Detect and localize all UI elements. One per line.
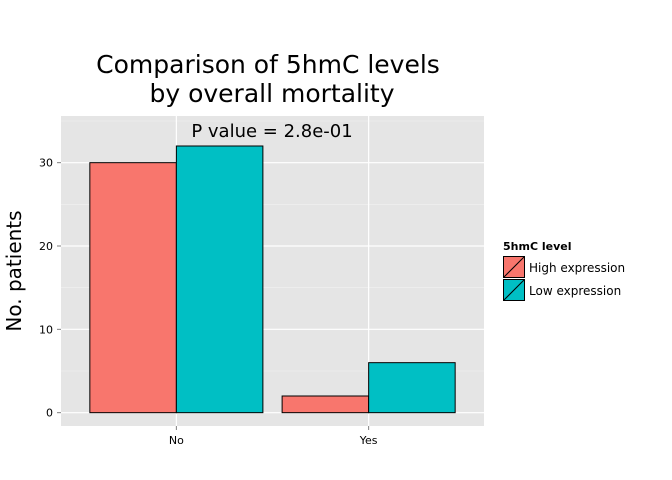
x-tick-label: No [169,434,184,447]
legend-key-slash [503,279,525,301]
x-tick-label: Yes [359,434,378,447]
legend-key-slash [503,256,525,278]
x-axis: No Yes [169,426,378,447]
legend-title: 5hmC level [503,240,571,253]
y-tick-label: 0 [46,407,53,420]
bar-yes-high-expression [281,395,370,414]
legend-label: Low expression [529,284,621,298]
p-value-annotation: P value = 2.8e-01 [191,121,352,142]
bar-no-high-expression [89,162,177,414]
plot-panel [61,116,484,426]
chart-title-line-2: by overall mortality [149,79,394,108]
y-tick-label: 20 [39,240,53,253]
legend-label: High expression [529,261,625,275]
y-axis: 0 10 20 30 [39,157,61,420]
legend: 5hmC level High expression Low expression [502,240,625,302]
legend-item: High expression [502,255,625,279]
y-axis-label: No. patients [2,210,26,331]
y-tick-label: 30 [39,157,53,170]
y-tick-label: 10 [39,323,53,336]
legend-item: Low expression [502,278,621,302]
bar-no-low-expression [175,145,264,414]
bar-yes-low-expression [368,362,456,414]
chart-title-line-1: Comparison of 5hmC levels [96,50,440,79]
